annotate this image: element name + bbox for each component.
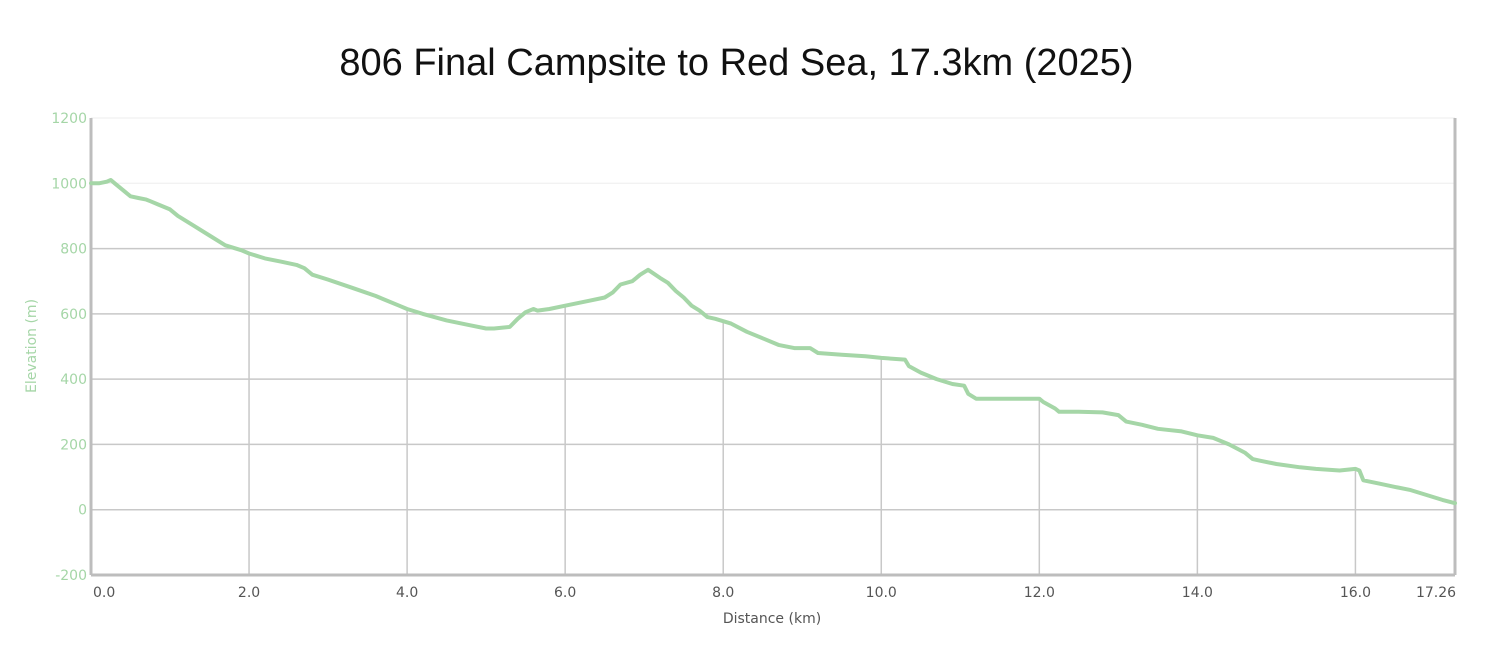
y-tick-label: 600 [60,307,87,323]
y-tick-label: 400 [60,372,87,388]
x-tick-label: 4.0 [396,585,418,601]
x-tick-label: 0.0 [93,585,115,601]
x-tick-label: 12.0 [1024,585,1055,601]
y-tick-label: -200 [55,568,87,584]
x-axis-label: Distance (km) [723,611,821,627]
y-tick-label: 1000 [51,176,87,192]
tick-labels: -200 0 200 400 600 800 1000 1200 0.0 2.0 4.0 6.0 8.0… [51,111,1456,601]
elevation-line [89,178,1457,506]
y-tick-label: 200 [60,437,87,453]
y-tick-label: 0 [78,503,87,519]
x-tick-label: 6.0 [554,585,576,601]
chart-title: 806 Final Campsite to Red Sea, 17.3km (2… [339,42,1134,84]
x-tick-label: 2.0 [238,585,260,601]
y-tick-label: 800 [60,242,87,258]
x-tick-label: 10.0 [866,585,897,601]
axes [89,118,1457,577]
x-tick-label: 8.0 [712,585,734,601]
x-tick-label: 16.0 [1340,585,1371,601]
y-tick-label: 1200 [51,111,87,127]
grid-lines [91,117,1455,576]
x-tick-label: 17.26 [1416,585,1456,601]
elevation-line-layer [89,178,1457,506]
y-axis-label: Elevation (m) [24,299,40,393]
x-tick-label: 14.0 [1182,585,1213,601]
